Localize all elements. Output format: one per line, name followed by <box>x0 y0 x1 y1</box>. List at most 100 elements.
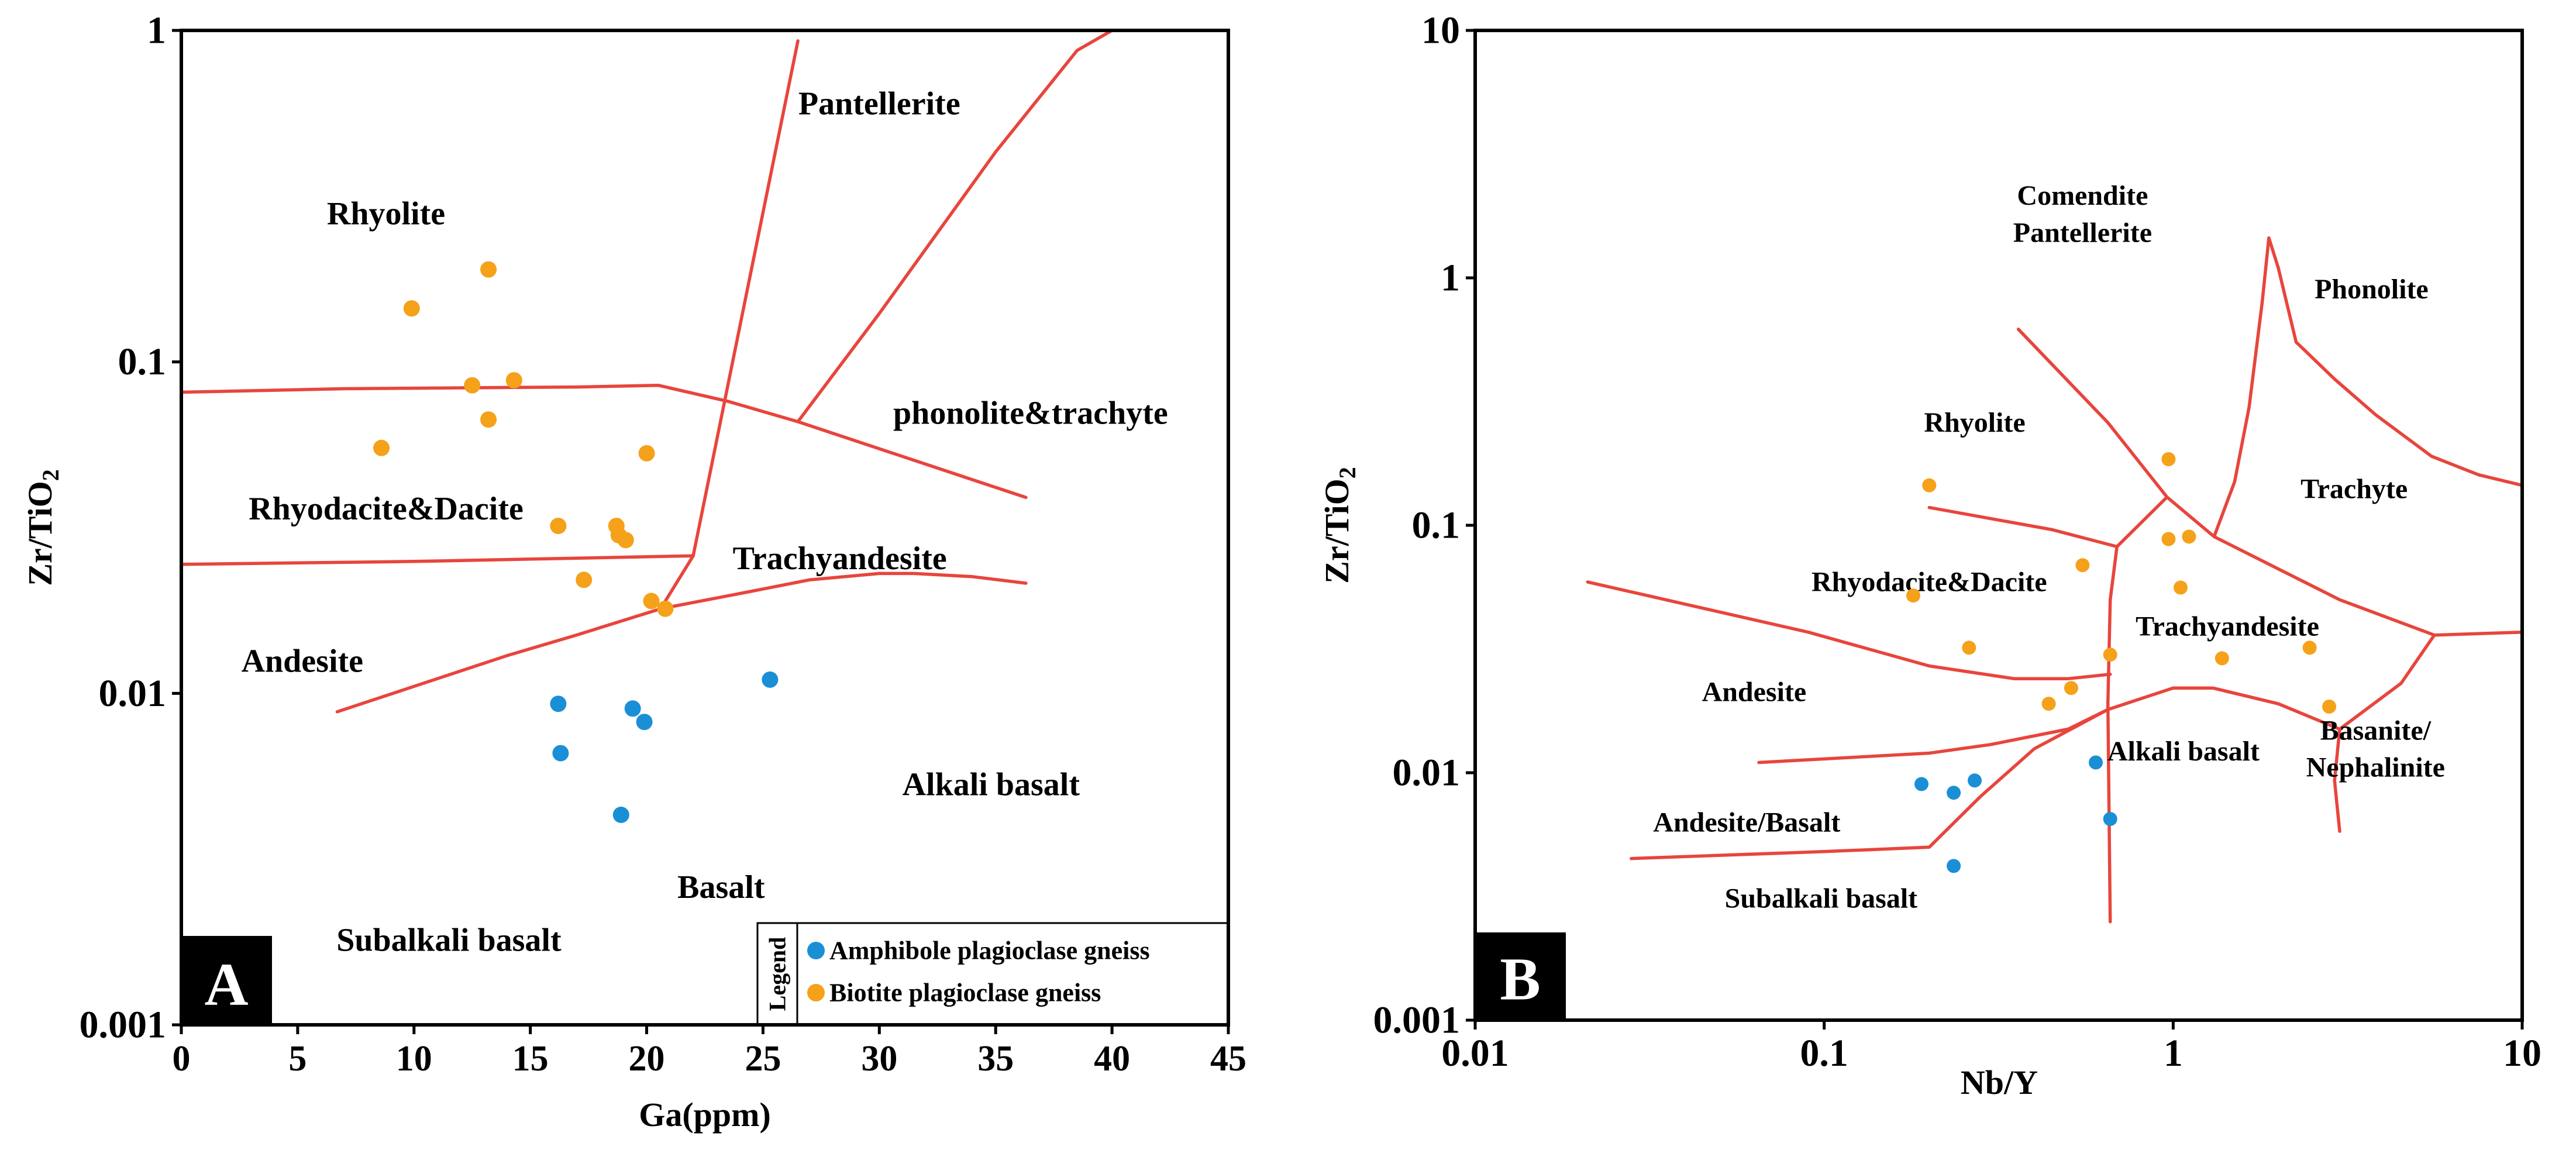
data-point-amphibole <box>1914 777 1928 791</box>
data-point-biotite <box>505 372 522 389</box>
y-tick-label: 1 <box>147 9 166 52</box>
y-tick-label: 0.01 <box>1393 752 1461 794</box>
x-tick-label: 30 <box>861 1039 897 1079</box>
x-tick-label: 40 <box>1094 1039 1130 1079</box>
field-label: Nephalinite <box>2306 752 2445 783</box>
data-point-biotite <box>617 532 634 549</box>
y-tick-label: 0.001 <box>80 1004 167 1046</box>
panel-b-y-axis-title: Zr/TiO2 <box>1318 467 1361 583</box>
field-label: Rhyolite <box>1924 407 2025 438</box>
data-point-amphibole <box>1947 786 1961 800</box>
data-point-biotite <box>2103 648 2117 662</box>
field-label: Pantellerite <box>798 86 960 122</box>
field-label: Pantellerite <box>2013 218 2152 249</box>
x-tick-label: 0 <box>173 1039 191 1079</box>
panel-a-x-ticks: 0 5 10 15 20 25 30 35 40 45 <box>173 1025 1246 1079</box>
x-tick-label: 20 <box>629 1039 665 1079</box>
x-tick-label: 45 <box>1210 1039 1246 1079</box>
data-point-biotite <box>480 411 497 428</box>
panel-b-field-labels: Comendite Pantellerite Phonolite Rhyolite Tr… <box>1653 180 2445 914</box>
data-point-biotite <box>2174 580 2188 595</box>
x-tick-label: 0.01 <box>1441 1032 1509 1075</box>
x-tick-label: 1 <box>2164 1032 2183 1075</box>
data-point-biotite <box>403 300 420 317</box>
field-boundary-7 <box>1757 633 2436 765</box>
legend-box <box>756 922 1230 1026</box>
field-boundary-4 <box>2016 328 2169 499</box>
data-point-amphibole <box>1968 773 1982 788</box>
data-point-biotite <box>550 518 567 535</box>
legend-marker-amphibole <box>807 942 825 959</box>
x-tick-label: 5 <box>288 1039 306 1079</box>
data-point-biotite <box>1962 641 1976 655</box>
data-point-biotite <box>1906 588 1920 603</box>
field-label: Trachyandesite <box>733 540 947 577</box>
field-label: Subalkali basalt <box>1725 883 1918 914</box>
field-label: Andesite <box>242 643 363 679</box>
field-label: Basanite/ <box>2320 715 2432 746</box>
panel-a-y-ticks: 0.001 0.01 0.1 1 <box>80 9 181 1046</box>
panel-a-x-axis-title: Ga(ppm) <box>639 1096 771 1134</box>
field-boundary-8 <box>2333 727 2341 833</box>
data-point-amphibole <box>636 714 653 731</box>
field-boundary-4 <box>659 571 1028 611</box>
field-boundary-9 <box>1630 708 2110 860</box>
panel-a-y-axis-title: Zr/TiO2 <box>21 469 64 586</box>
field-label: Alkali basalt <box>903 767 1080 803</box>
data-point-biotite <box>643 593 660 610</box>
x-tick-label: 25 <box>745 1039 781 1079</box>
x-tick-label: 10 <box>2503 1032 2541 1075</box>
data-point-biotite <box>2322 700 2337 714</box>
data-point-biotite <box>373 439 390 456</box>
data-point-amphibole <box>550 696 567 712</box>
field-boundary-5 <box>796 29 1114 424</box>
panel-a-boundaries <box>180 29 1114 714</box>
panel-b-label-box <box>1475 932 1566 1020</box>
panel-b-frame <box>1473 29 2524 1022</box>
field-label: Andesite/Basalt <box>1653 807 1840 838</box>
data-point-biotite <box>1922 478 1937 493</box>
field-boundary-1 <box>1586 580 2112 680</box>
data-point-biotite <box>2161 532 2176 546</box>
field-label: Trachyte <box>2301 474 2408 505</box>
field-label: Basalt <box>677 869 765 906</box>
data-point-amphibole <box>2089 755 2103 770</box>
data-point-biotite <box>576 571 593 588</box>
data-point-biotite <box>2182 529 2196 544</box>
data-point-biotite <box>657 600 674 617</box>
panel-a-points <box>373 261 779 823</box>
field-boundary-6 <box>2212 535 2524 637</box>
panel-b-label: B <box>1500 946 1540 1013</box>
field-boundary-5 <box>2212 236 2524 539</box>
data-point-biotite <box>2075 558 2090 573</box>
data-point-amphibole <box>2103 812 2117 827</box>
x-tick-label: 35 <box>977 1039 1014 1079</box>
data-point-amphibole <box>1947 859 1961 873</box>
y-tick-label: 1 <box>1441 257 1460 299</box>
y-tick-label: 10 <box>1421 9 1460 52</box>
field-label: Rhyolite <box>327 195 445 232</box>
panel-a-label-box <box>181 936 272 1025</box>
field-boundary-3 <box>1927 495 2216 549</box>
field-label: Subalkali basalt <box>336 922 562 958</box>
field-label: Rhyodacite&Dacite <box>1812 566 2047 597</box>
panel-a-plot-area <box>181 30 1228 1025</box>
panel-b-points <box>1906 452 2337 873</box>
legend-marker-biotite <box>807 984 825 1001</box>
data-point-biotite <box>638 445 655 462</box>
panel-b-plot-area <box>1475 30 2522 1020</box>
y-tick-label: 0.001 <box>1373 999 1461 1042</box>
legend-label-amphibole: Amphibole plagioclase gneiss <box>829 937 1150 965</box>
field-boundary-2 <box>180 554 695 566</box>
data-point-amphibole <box>552 745 569 762</box>
data-point-biotite <box>2215 651 2229 666</box>
legend: Legend Amphibole plagioclase gneiss Biot… <box>756 922 1230 1026</box>
data-point-biotite <box>2161 452 2176 466</box>
data-point-biotite <box>2064 681 2078 696</box>
data-point-amphibole <box>612 807 629 823</box>
field-boundary-3 <box>335 39 800 714</box>
panel-b: Comendite Pantellerite Phonolite Rhyolite Tr… <box>1318 9 2541 1102</box>
field-label: Phonolite <box>2315 274 2429 305</box>
y-tick-label: 0.1 <box>1412 504 1461 547</box>
